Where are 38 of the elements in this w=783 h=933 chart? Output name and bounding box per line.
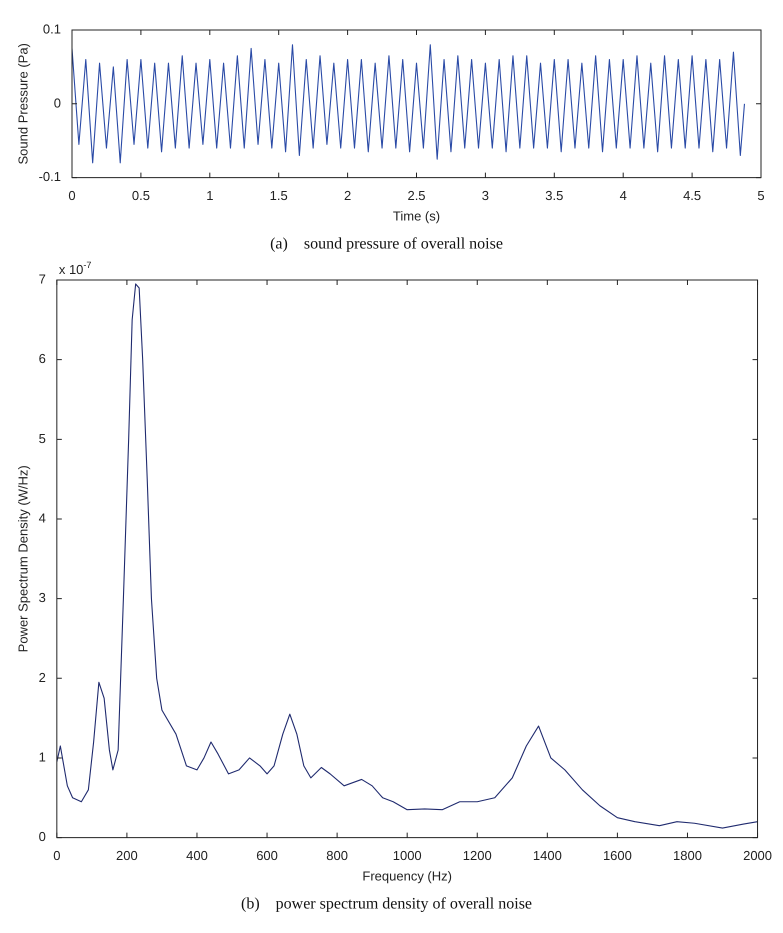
y-tick-label: 6 xyxy=(38,351,46,366)
x-axis-title: Time (s) xyxy=(392,208,440,224)
x-tick-label: 2.5 xyxy=(407,188,426,203)
x-tick-label: 2 xyxy=(344,188,352,203)
y-tick-label: 1 xyxy=(38,750,46,765)
x-tick-label: 1.5 xyxy=(270,188,288,203)
y-tick-label: 7 xyxy=(38,272,46,287)
text: (b) power spectrum density of overall noise xyxy=(240,896,532,913)
x-tick-label: 1000 xyxy=(392,848,422,863)
y-tick-label: 0.1 xyxy=(42,22,61,37)
x-tick-label: 4.5 xyxy=(683,188,702,203)
x-tick-label: 200 xyxy=(116,848,138,863)
y-tick-label: 0 xyxy=(54,95,61,110)
text: (a) sound pressure of overall noise xyxy=(270,236,503,253)
x-tick-label: 800 xyxy=(326,848,348,863)
x-tick-label: 1 xyxy=(206,188,214,203)
x-tick-label: 600 xyxy=(256,848,278,863)
x-tick-label: 5 xyxy=(757,188,765,203)
x-tick-label: 3.5 xyxy=(545,188,564,203)
x-tick-label: 4 xyxy=(620,188,627,203)
y-tick-label: 2 xyxy=(38,670,46,685)
y-tick-label: 4 xyxy=(38,510,46,526)
x-tick-label: 1400 xyxy=(532,848,562,863)
x-tick-label: 1200 xyxy=(462,848,492,863)
x-tick-label: 3 xyxy=(482,188,490,203)
x-tick-label: 2000 xyxy=(743,848,772,863)
x-tick-label: 0.5 xyxy=(132,188,150,203)
x-tick-label: 0 xyxy=(68,188,76,203)
y-tick-label: 0 xyxy=(38,829,46,844)
x-tick-label: 1600 xyxy=(602,848,632,863)
x-tick-label: 400 xyxy=(186,848,208,863)
y-axis-title: Sound Pressure (Pa) xyxy=(15,43,30,165)
y-tick-label: -0.1 xyxy=(38,169,61,184)
y-tick-label: 3 xyxy=(38,590,46,606)
y-tick-label: 5 xyxy=(38,430,46,446)
x-axis-title: Frequency (Hz) xyxy=(362,868,452,884)
x-tick-label: 1800 xyxy=(673,848,702,863)
y-axis-title: Power Spectrum Density (W/Hz) xyxy=(15,465,30,652)
